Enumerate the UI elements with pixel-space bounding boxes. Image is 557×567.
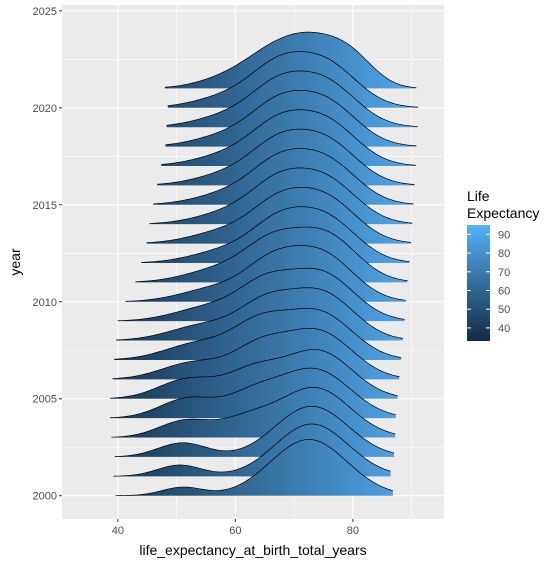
legend-tick-label: 70 [498, 267, 510, 279]
ridge-outline [117, 267, 405, 322]
ridge-outline [116, 287, 403, 341]
ridge-outline [113, 423, 391, 477]
color-legend: Life Expectancy 90 80 70 60 50 40 [467, 188, 539, 341]
legend-tick-label: 80 [498, 248, 510, 260]
ridge-outline [165, 89, 417, 147]
y-tick-label: 2025 [33, 6, 57, 18]
y-tick-label: 2005 [33, 394, 57, 406]
legend-title-line-1: Life [467, 188, 490, 204]
ridge-outline [112, 327, 400, 379]
x-tick-label: 80 [347, 525, 359, 537]
x-axis-title: life_expectancy_at_birth_total_years [139, 542, 366, 558]
legend-tick-label: 50 [498, 304, 510, 316]
legend-ticks: 90 80 70 60 50 40 [467, 229, 510, 335]
ridge-area [115, 439, 393, 496]
ridge-outline [167, 51, 419, 108]
legend-tick-label: 40 [498, 323, 510, 335]
ridge-outline [114, 405, 395, 457]
ridge-outline [166, 70, 418, 127]
ridge-outline [111, 386, 396, 438]
ridge-outline [153, 148, 414, 205]
ridge-outline [164, 31, 417, 89]
ridge-outline [110, 367, 396, 419]
legend-colorbar [467, 225, 490, 341]
x-tick-label: 40 [112, 525, 124, 537]
legend-tick-label: 60 [498, 285, 510, 297]
legend-tick-label: 90 [498, 229, 510, 241]
ridge-outline [135, 226, 408, 283]
ridge-outline [146, 186, 412, 244]
ridge-outline [161, 109, 416, 166]
y-tick-label: 2015 [33, 200, 57, 212]
y-tick-label: 2010 [33, 297, 57, 309]
ridge-outline [114, 308, 402, 360]
y-axis: 2000 2005 2010 2015 2020 2025 [33, 6, 62, 503]
x-tick-label: 60 [229, 525, 241, 537]
y-tick-label: 2020 [33, 103, 57, 115]
legend-title-line-2: Expectancy [467, 205, 539, 221]
ridge-outline [157, 128, 415, 185]
ridge-outline [149, 167, 413, 224]
ridge-outline [125, 245, 406, 302]
x-axis: 40 60 80 [112, 519, 359, 537]
y-tick-label: 2000 [33, 491, 57, 503]
ridge-2000 [115, 439, 393, 497]
y-axis-title: year [7, 248, 23, 276]
ridges [110, 31, 419, 497]
ridge-outline [110, 349, 398, 399]
ridge-outline [115, 439, 393, 497]
ridge-outline [141, 206, 410, 263]
